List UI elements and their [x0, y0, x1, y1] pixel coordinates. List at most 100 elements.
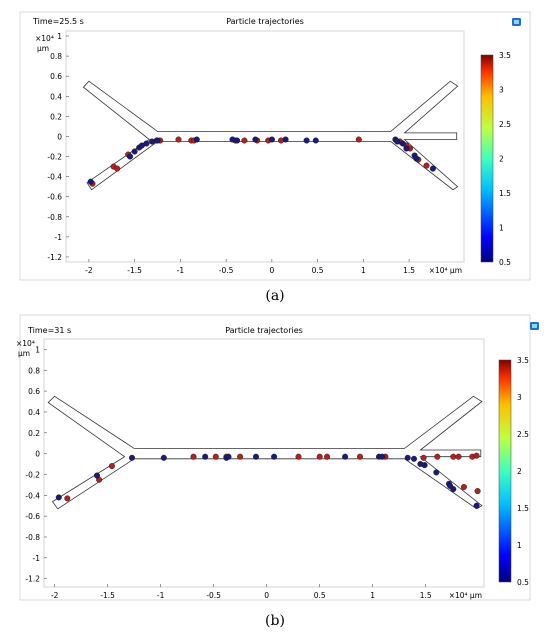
- x-tick-label: -0.5: [219, 266, 234, 275]
- x-exponent-label: ×10⁴ μm: [429, 266, 462, 275]
- y-exponent-label: ×10⁴: [16, 339, 35, 348]
- particle-point: [324, 453, 331, 460]
- particle-point: [473, 502, 480, 509]
- colorbar-tick-label: 3.5: [499, 51, 511, 60]
- y-tick-label: -1: [33, 554, 41, 563]
- x-tick-label: -1: [177, 266, 185, 275]
- particle-point: [399, 140, 406, 147]
- particle-point: [403, 145, 410, 152]
- colorbar-tick-label: 0.5: [517, 578, 529, 587]
- x-tick-label: 0.5: [314, 591, 326, 600]
- x-tick-label: -2: [85, 266, 93, 275]
- colorbar-tick-label: 2.5: [499, 120, 511, 129]
- particle-point: [126, 153, 133, 160]
- y-tick-label: 1: [57, 32, 62, 41]
- particle-point: [394, 138, 401, 145]
- channel-outline: [47, 395, 483, 510]
- particle-point: [271, 453, 278, 460]
- chart-panel-b: Time=31 s Particle trajectories ×10⁴ μm 1 0.8…: [0, 312, 550, 638]
- y-tick-label: 0.6: [50, 72, 62, 81]
- particle-point: [355, 136, 362, 143]
- particle-point: [429, 165, 436, 172]
- y-tick-label: -1.2: [47, 253, 62, 262]
- y-tick-label: -0.8: [25, 533, 40, 542]
- particle-point: [143, 140, 150, 147]
- y-tick-label: -0.6: [47, 193, 62, 202]
- particle-point: [131, 148, 138, 155]
- y-tick-label: 0.2: [50, 112, 62, 121]
- particle-point: [241, 137, 248, 144]
- colorbar-tick-label: 1.5: [499, 189, 511, 198]
- y-tick-label: 0: [35, 450, 40, 459]
- x-tick-label: -1.5: [100, 591, 115, 600]
- y-tick-label: -0.8: [47, 213, 62, 222]
- colorbar: [480, 54, 494, 263]
- x-tick-label: 1: [370, 591, 375, 600]
- particle-point: [252, 136, 259, 143]
- particle-point: [154, 137, 161, 144]
- caption-a: (a): [265, 288, 285, 304]
- colorbar-tick-label: 3: [517, 393, 522, 402]
- particle-series-1: [87, 136, 436, 185]
- y-unit-label: μm: [18, 349, 30, 358]
- colorbar-tick-label: 2: [499, 155, 504, 164]
- particle-point: [450, 453, 457, 460]
- particle-point: [175, 136, 182, 143]
- colorbar-tick-label: 1: [517, 541, 522, 550]
- y-tick-label: 0.6: [28, 387, 40, 396]
- y-tick-label: 0.8: [50, 52, 62, 61]
- particle-point: [404, 454, 411, 461]
- particle-point: [64, 495, 71, 502]
- particle-point: [455, 453, 462, 460]
- particle-point: [160, 454, 167, 461]
- x-tick-label: -1: [157, 591, 165, 600]
- y-tick-label: 0.8: [28, 366, 40, 375]
- y-tick-label: 0.2: [28, 429, 40, 438]
- particle-point: [473, 452, 480, 459]
- time-label: Time=25.5 s: [32, 17, 84, 26]
- particle-point: [312, 137, 319, 144]
- colorbar-tick-label: 2.5: [517, 430, 529, 439]
- particle-point: [202, 453, 209, 460]
- particle-point: [420, 454, 427, 461]
- x-tick-label: 1: [361, 266, 366, 275]
- x-tick-label: -0.5: [206, 591, 221, 600]
- particle-point: [423, 162, 430, 169]
- chart-title: Particle trajectories: [225, 326, 303, 335]
- particle-point: [413, 155, 420, 162]
- particle-point: [268, 136, 275, 143]
- time-label: Time=31 s: [27, 326, 71, 335]
- particle-point: [421, 462, 428, 469]
- figure-frame: [19, 11, 531, 281]
- particle-point: [237, 453, 244, 460]
- particle-series-1: [55, 453, 480, 509]
- particle-point: [148, 138, 155, 145]
- colorbar-tick-label: 2: [517, 467, 522, 476]
- particle-point: [316, 453, 323, 460]
- particle-point: [87, 178, 94, 185]
- chart-panel-a: Time=25.5 s Particle trajectories ×10⁴ μm 1 0…: [0, 0, 550, 312]
- y-tick-label: -0.6: [25, 512, 40, 521]
- x-exponent-label: ×10⁴ μm: [449, 591, 482, 600]
- particle-point: [234, 137, 241, 144]
- particle-point: [379, 453, 386, 460]
- y-unit-label: μm: [37, 44, 49, 53]
- y-tick-label: -0.4: [25, 491, 40, 500]
- particle-point: [450, 486, 457, 493]
- particle-point: [303, 137, 310, 144]
- particle-point: [212, 453, 219, 460]
- particle-point: [128, 454, 135, 461]
- x-tick-label: 1.5: [420, 591, 432, 600]
- plot-area: [65, 30, 465, 263]
- x-tick-label: 0: [264, 591, 269, 600]
- x-tick-label: -1.5: [127, 266, 142, 275]
- particle-point: [357, 453, 364, 460]
- y-tick-label: -1: [55, 233, 63, 242]
- particle-point: [114, 165, 121, 172]
- x-tick-label: 0.5: [312, 266, 324, 275]
- comsol-app-icon: [530, 322, 539, 330]
- particle-point: [55, 494, 62, 501]
- y-tick-label: -0.2: [47, 153, 62, 162]
